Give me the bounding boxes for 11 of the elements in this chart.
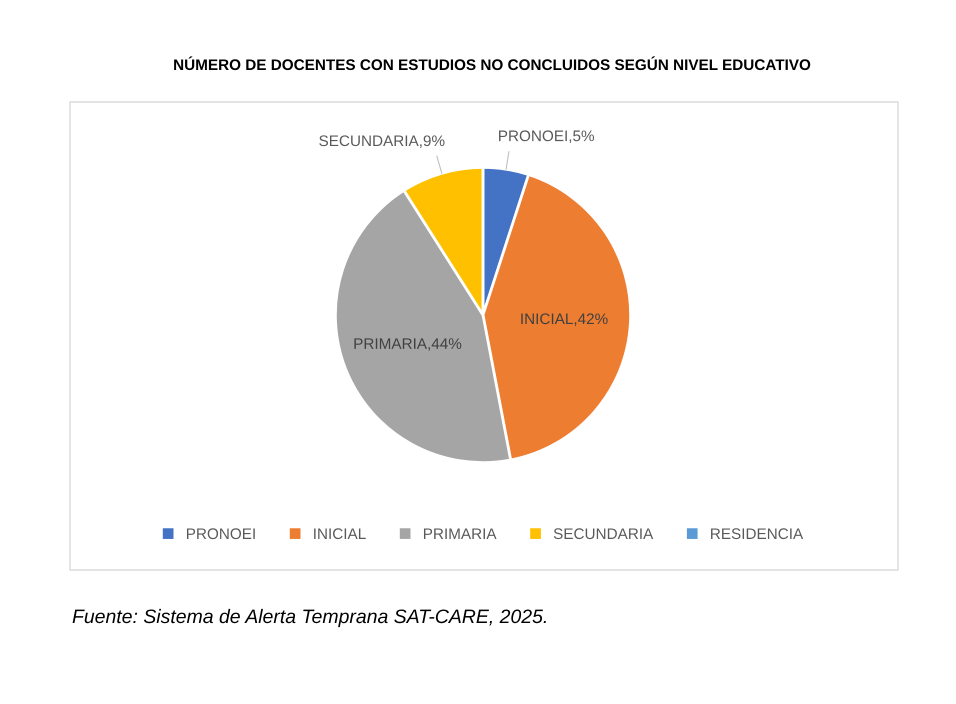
data-label: PRIMARIA,44% xyxy=(354,338,462,351)
legend-label: INICIAL xyxy=(314,528,366,540)
legend-label: PRONOEI xyxy=(186,528,255,540)
data-label: SECUNDARIA,9% xyxy=(319,135,444,148)
legend-label: PRIMARIA xyxy=(424,528,497,539)
legend-label: SECUNDARIA xyxy=(554,528,654,540)
chart-title: NÚMERO DE DOCENTES CON ESTUDIOS NO CONCLUIDOS SEGÚN NIVEL EDUCATIVO xyxy=(174,56,810,70)
source-note: Fuente: Sistema de Alerta Temprana SAT-CARE, 2025. xyxy=(72,608,546,628)
data-label: INICIAL,42% xyxy=(521,313,608,326)
legend-label: RESIDENCIA xyxy=(711,528,804,540)
data-label: PRONOEI,5% xyxy=(499,130,594,144)
